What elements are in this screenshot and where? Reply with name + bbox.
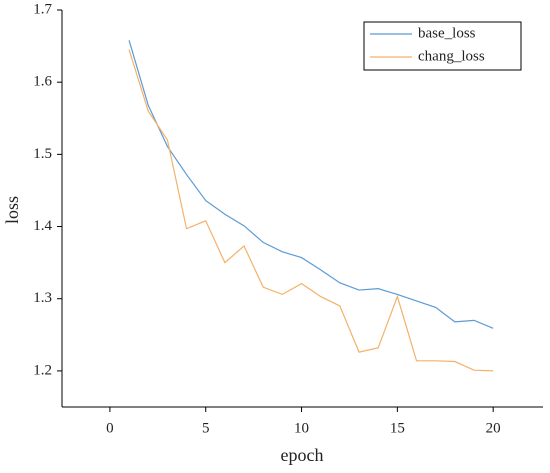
- y-tick-label: 1.6: [33, 74, 52, 90]
- data-line: [128, 40, 494, 329]
- legend-box: [363, 21, 522, 71]
- x-tick-label: 10: [294, 420, 309, 436]
- legend-label: chang_loss: [418, 48, 485, 64]
- x-axis-label: epoch: [281, 445, 324, 465]
- y-tick-label: 1.7: [33, 1, 52, 17]
- y-tick-label: 1.3: [33, 290, 52, 306]
- x-tick-label: 15: [390, 420, 405, 436]
- y-tick-label: 1.2: [33, 362, 52, 378]
- x-tick-label: 5: [202, 420, 210, 436]
- x-tick-label: 20: [486, 420, 501, 436]
- y-axis-label: loss: [2, 196, 22, 224]
- data-line: [128, 49, 494, 372]
- y-tick-label: 1.4: [33, 218, 52, 234]
- legend-label: base_loss: [418, 25, 476, 41]
- x-tick-label: 0: [106, 420, 114, 436]
- y-tick-label: 1.5: [33, 146, 52, 162]
